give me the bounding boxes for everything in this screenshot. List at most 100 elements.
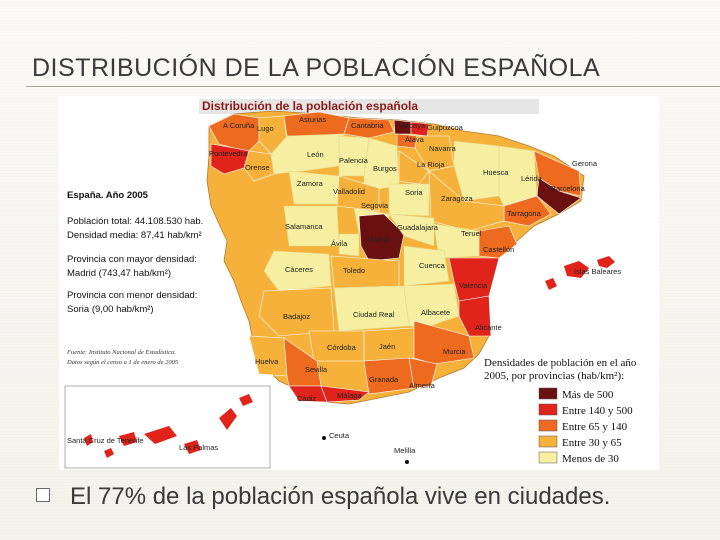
label-vizcaya: Vizcaya — [399, 121, 426, 130]
label-huesca: Huesca — [483, 168, 509, 177]
label-santa-cruz: Santa Cruz de Tenerife — [67, 436, 144, 445]
map-header: Distribución de la población española — [202, 99, 418, 113]
label-gerona: Gerona — [572, 159, 598, 168]
label-la-rioja: La Rioja — [417, 160, 445, 169]
melilla-marker — [405, 460, 409, 464]
legend-title-line1: Densidades de población en el año — [484, 357, 637, 369]
info-mayor-value: Madrid (743,47 hab/km²) — [67, 268, 171, 279]
label-segovia: Segovia — [361, 201, 389, 210]
bullet-item: El 77% de la población española vive en … — [36, 482, 716, 512]
label-burgos: Burgos — [373, 164, 397, 173]
label-lugo: Lugo — [257, 124, 274, 133]
province-avila — [338, 233, 360, 257]
legend-swatch — [538, 387, 558, 400]
island-menorca — [597, 256, 615, 268]
label-sevilla: Sevilla — [305, 365, 328, 374]
bullet-text: El 77% de la población española vive en … — [70, 483, 611, 510]
label-asturias: Asturias — [299, 115, 326, 124]
label-alicante: Alicante — [475, 323, 502, 332]
slide-title: DISTRIBUCIÓN DE LA POBLACIÓN ESPAÑOLA — [32, 54, 601, 82]
island-ibiza — [545, 278, 557, 290]
label-malaga: Málaga — [337, 391, 362, 400]
label-madrid: Madrid — [367, 235, 390, 244]
island-lanzarote — [239, 394, 253, 406]
label-barcelona: Barcelona — [551, 184, 586, 193]
province-murcia — [413, 320, 475, 365]
province-almeria — [408, 357, 438, 389]
label-tarragona: Tarragona — [507, 209, 542, 218]
label-castellon: Castellón — [483, 245, 514, 254]
label-cadiz: Cádiz — [297, 394, 316, 403]
province-cuenca — [403, 245, 450, 287]
province-ciudad-real — [333, 285, 410, 332]
label-islas-baleares: Islas Baleares — [574, 267, 621, 276]
legend-label: Entre 140 y 500 — [562, 405, 633, 417]
island-la-palma — [84, 434, 93, 446]
label-zaragoza: Zaragoza — [441, 194, 474, 203]
legend-title-line2: 2005, por provincias (hab/km²): — [484, 370, 624, 382]
label-ceuta: Ceuta — [329, 431, 350, 440]
info-menor-value: Soria (9,00 hab/km²) — [67, 304, 154, 315]
label-ciudad-real: Ciudad Real — [353, 310, 395, 319]
label-navarra: Navarra — [429, 144, 457, 153]
label-zamora: Zamora — [297, 179, 324, 188]
island-el-hierro — [104, 448, 114, 458]
label-jaen: Jaén — [379, 342, 395, 351]
label-caceres: Cáceres — [285, 265, 313, 274]
island-gran-canaria — [184, 440, 201, 454]
label-cantabria: Cantabria — [351, 121, 384, 130]
island-fuerteventura — [219, 408, 237, 430]
label-teruel: Teruel — [461, 229, 482, 238]
island-la-gomera — [119, 432, 137, 446]
label-valladolid: Valladolid — [333, 187, 365, 196]
legend-swatch — [538, 419, 558, 432]
province-soria — [388, 183, 430, 217]
island-mallorca — [564, 261, 589, 278]
province-orense — [243, 150, 275, 182]
title-divider — [26, 86, 720, 87]
province-barcelona — [536, 177, 582, 215]
province-burgos — [363, 137, 400, 192]
province-guadalajara — [388, 213, 435, 247]
province-cantabria — [343, 117, 395, 139]
population-map-figure: Distribución de la población española — [59, 96, 659, 470]
map-header-band — [199, 99, 539, 114]
legend-swatch — [538, 435, 558, 448]
legend-label: Entre 30 y 65 — [562, 437, 622, 449]
label-murcia: Murcia — [443, 347, 466, 356]
info-densidad-media: Densidad media: 87,41 hab/km² — [67, 230, 202, 241]
info-fuente: Fuente: Instituto Nacional de Estadístic… — [66, 349, 176, 356]
province-navarra — [414, 135, 455, 172]
legend-label: Más de 500 — [562, 389, 614, 401]
legend-label: Menos de 30 — [562, 453, 619, 465]
ceuta-marker — [322, 436, 326, 440]
province-badajoz — [258, 287, 335, 337]
province-a-coruna — [208, 113, 260, 152]
label-cuenca: Cuenca — [419, 261, 446, 270]
label-pontevedra: Pontevedra — [209, 149, 248, 158]
province-madrid — [358, 213, 405, 262]
population-map: Distribución de la población española — [59, 96, 659, 470]
bullet-marker-icon — [36, 488, 50, 502]
label-melilla: Melilla — [394, 446, 416, 455]
legend-swatch — [538, 403, 558, 416]
label-avila: Ávila — [331, 239, 348, 248]
label-huelva: Huelva — [255, 357, 279, 366]
label-guipuzcoa: Guipúzcoa — [427, 123, 464, 132]
island-tenerife — [144, 426, 177, 444]
info-menor-label: Provincia con menor densidad: — [67, 290, 197, 301]
label-salamanca: Salamanca — [285, 222, 323, 231]
legend: Más de 500 Entre 140 y 500 Entre 65 y 140 E… — [538, 387, 633, 465]
province-leon — [270, 133, 345, 175]
label-guadalajara: Guadalajara — [397, 223, 439, 232]
label-albacete: Albacete — [421, 308, 450, 317]
label-leon: León — [307, 150, 324, 159]
legend-label: Entre 65 y 140 — [562, 421, 628, 433]
label-toledo: Toledo — [343, 266, 365, 275]
label-palencia: Palencia — [339, 156, 369, 165]
label-a-coruna: A Coruña — [223, 121, 255, 130]
label-cordoba: Córdoba — [327, 343, 357, 352]
label-badajoz: Badajoz — [283, 312, 310, 321]
label-orense: Orense — [245, 163, 270, 172]
label-lerida: Lérida — [521, 174, 543, 183]
